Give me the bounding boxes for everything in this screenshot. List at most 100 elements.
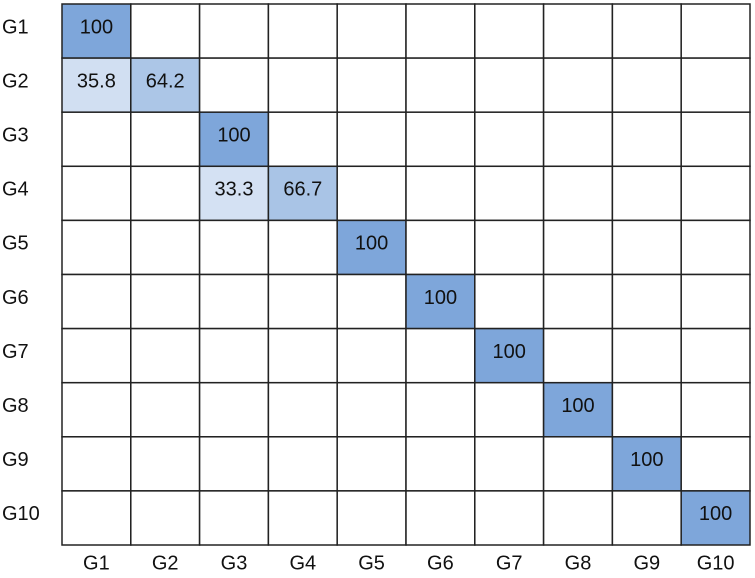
cell-label: 100	[424, 287, 457, 309]
empty-cell	[474, 219, 545, 276]
cell-label: 100	[217, 125, 250, 147]
cell-label: 100	[561, 395, 594, 417]
empty-cell	[198, 57, 270, 113]
y-tick-label: G8	[2, 395, 29, 417]
empty-cell	[61, 111, 132, 168]
empty-cell	[267, 327, 338, 384]
y-tick-label: G7	[2, 341, 29, 363]
cell-label: 100	[493, 341, 526, 363]
empty-cell	[198, 3, 270, 59]
empty-cell	[336, 165, 407, 222]
x-tick-label: G5	[358, 552, 385, 574]
empty-cell	[542, 165, 614, 222]
empty-cell	[405, 436, 476, 492]
empty-cell	[680, 111, 751, 168]
empty-cell	[61, 165, 132, 222]
y-tick-label: G10	[2, 503, 40, 525]
empty-cell	[336, 327, 407, 384]
y-tick-label: G3	[2, 125, 29, 147]
x-tick-label: G2	[152, 552, 179, 574]
empty-cell	[405, 111, 476, 168]
empty-cell	[405, 327, 476, 384]
cell-label: 64.2	[146, 70, 185, 92]
empty-cell	[611, 111, 682, 168]
empty-cell	[130, 165, 201, 222]
empty-cell	[198, 327, 270, 384]
empty-cell	[267, 381, 338, 438]
cell-label: 100	[80, 16, 113, 38]
x-tick-label: G10	[697, 552, 735, 574]
empty-cell	[336, 436, 407, 492]
empty-cell	[474, 165, 545, 222]
empty-cell	[198, 490, 270, 546]
empty-cell	[611, 219, 682, 276]
empty-cell	[336, 3, 407, 59]
empty-cell	[611, 381, 682, 438]
y-tick-label: G6	[2, 287, 29, 309]
empty-cell	[61, 490, 132, 546]
empty-cell	[267, 57, 338, 113]
empty-cell	[611, 327, 682, 384]
empty-cell	[542, 111, 614, 168]
x-tick-label: G8	[565, 552, 592, 574]
empty-cell	[405, 57, 476, 113]
empty-cell	[336, 57, 407, 113]
cell-label: 35.8	[77, 70, 116, 92]
empty-cell	[130, 381, 201, 438]
empty-cell	[61, 327, 132, 384]
empty-cell	[611, 3, 682, 59]
empty-cell	[267, 490, 338, 546]
empty-cell	[336, 111, 407, 168]
empty-cell	[611, 490, 682, 546]
empty-cell	[542, 219, 614, 276]
empty-cell	[680, 327, 751, 384]
empty-cell	[680, 436, 751, 492]
empty-cell	[405, 3, 476, 59]
empty-cell	[130, 219, 201, 276]
x-tick-label: G7	[496, 552, 523, 574]
y-tick-label: G5	[2, 233, 29, 255]
x-tick-label: G4	[289, 552, 316, 574]
cell	[267, 165, 338, 222]
empty-cell	[267, 3, 338, 59]
empty-cell	[542, 273, 614, 330]
empty-cell	[130, 327, 201, 384]
y-tick-label: G4	[2, 179, 29, 201]
cell-label: 100	[355, 233, 388, 255]
empty-cell	[474, 57, 545, 113]
empty-cell	[61, 436, 132, 492]
empty-cell	[336, 490, 407, 546]
cell-label: 100	[630, 449, 663, 471]
empty-cell	[611, 57, 682, 113]
empty-cell	[474, 436, 545, 492]
empty-cell	[542, 490, 614, 546]
empty-cell	[474, 3, 545, 59]
empty-cell	[198, 436, 270, 492]
cell-label: 100	[699, 503, 732, 525]
x-tick-label: G9	[633, 552, 660, 574]
empty-cell	[474, 490, 545, 546]
empty-cell	[130, 490, 201, 546]
empty-cell	[130, 111, 201, 168]
empty-cell	[336, 381, 407, 438]
x-tick-label: G1	[83, 552, 110, 574]
empty-cell	[61, 381, 132, 438]
empty-cell	[405, 165, 476, 222]
empty-cell	[680, 381, 751, 438]
empty-cell	[336, 273, 407, 330]
cell	[542, 381, 614, 438]
empty-cell	[405, 381, 476, 438]
empty-cell	[198, 273, 270, 330]
empty-cell	[680, 219, 751, 276]
cell	[405, 273, 476, 330]
empty-cell	[405, 490, 476, 546]
empty-cell	[474, 273, 545, 330]
empty-cell	[267, 436, 338, 492]
empty-cell	[474, 381, 545, 438]
empty-cell	[542, 436, 614, 492]
x-tick-label: G6	[427, 552, 454, 574]
cell-label: 66.7	[283, 179, 322, 201]
cell	[61, 57, 132, 113]
empty-cell	[542, 57, 614, 113]
